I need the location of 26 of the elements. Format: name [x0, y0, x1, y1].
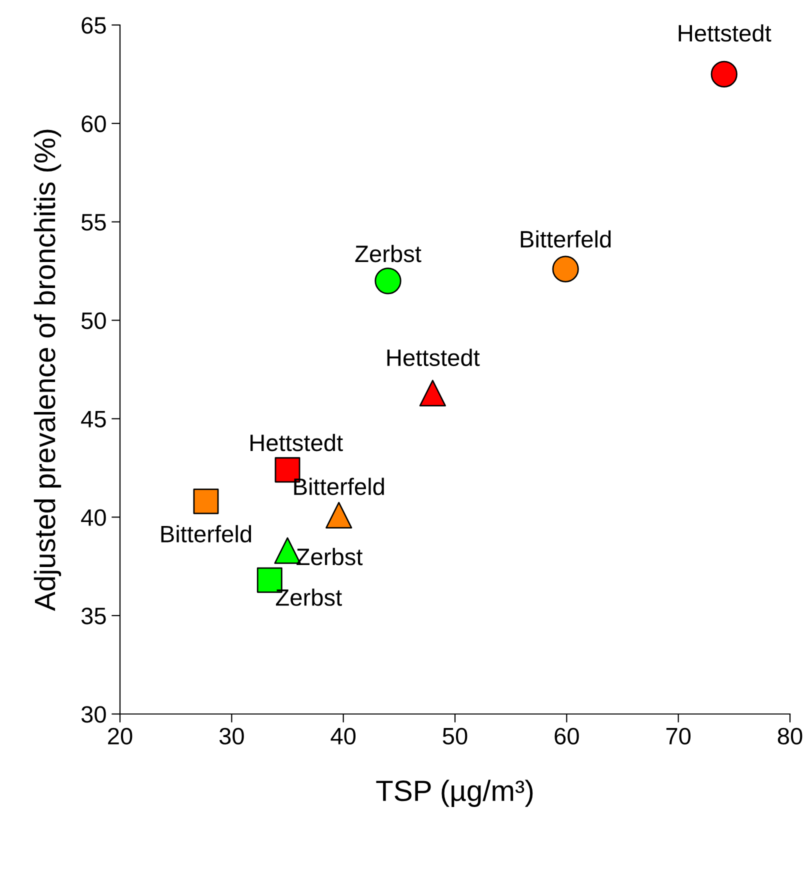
x-tick-label: 70 [666, 728, 691, 745]
annotation: Zerbst [276, 588, 342, 606]
x-tick-label: 60 [554, 728, 579, 745]
x-axis-title: TSP (µg/m³) [376, 780, 533, 807]
x-tick-label: 50 [442, 728, 468, 745]
annotation: Bitterfeld [161, 525, 252, 542]
x-tick-label: 20 [108, 728, 132, 745]
annotation: Bitterfeld [520, 230, 611, 248]
y-tick-label: 30 [81, 706, 106, 723]
x-tick-label: 30 [219, 728, 244, 745]
y-axis-title: Adjusted prevalence of bronchitis (%) [34, 130, 62, 611]
y-tick-label: 35 [81, 608, 106, 624]
y-tick-label: 50 [81, 312, 106, 330]
x-tick-label: 80 [778, 728, 802, 745]
y-tick-label: 40 [81, 509, 106, 526]
y-tick-label: 55 [81, 214, 106, 231]
annotation: Hettstedt [678, 24, 772, 42]
annotation: Hettstedt [387, 348, 480, 366]
annotation: Bitterfeld [294, 478, 384, 496]
x-tick-label: 40 [330, 728, 356, 745]
y-tick-label: 60 [82, 115, 106, 132]
annotation: Hettstedt [250, 434, 343, 452]
annotation: Zerbst [355, 244, 422, 262]
annotation: Zerbst [296, 548, 363, 566]
y-tick-label: 45 [81, 411, 106, 428]
y-tick-label: 65 [82, 17, 106, 34]
